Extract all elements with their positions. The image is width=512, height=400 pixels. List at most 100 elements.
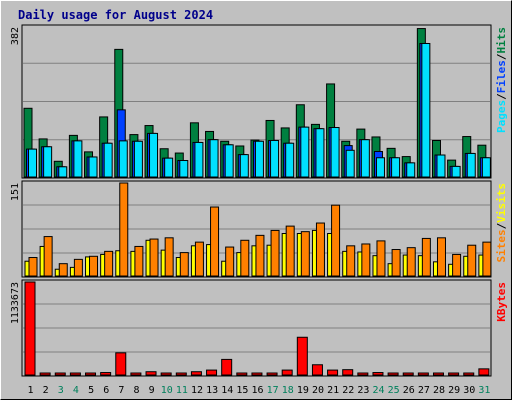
visits-panel-legend: Sites/Visits [495, 183, 508, 263]
pages-bar-day-7 [118, 140, 128, 178]
kbytes-bar-day-6 [100, 372, 112, 376]
kbytes-bar-day-17 [266, 372, 278, 376]
kbytes-bar-day-24 [372, 372, 384, 376]
sites-bar-day-20 [315, 222, 325, 277]
day-label-3: 3 [58, 385, 64, 396]
sites-bar-day-27 [421, 237, 431, 277]
kbytes-bar-day-29 [448, 372, 460, 376]
kbytes-bar-day-30 [463, 372, 475, 376]
sites-bar-day-15 [240, 239, 250, 277]
sites-bar-day-2 [43, 236, 53, 277]
day-label-29: 29 [448, 385, 460, 396]
kbytes-bar-day-5 [85, 372, 97, 376]
pages-bar-day-28 [436, 154, 446, 178]
day-label-12: 12 [191, 385, 203, 396]
pages-bar-day-16 [254, 140, 264, 178]
day-label-22: 22 [342, 385, 354, 396]
sites-bar-day-31 [482, 241, 492, 277]
kbytes-panel-legend: KBytes [495, 282, 508, 322]
sites-bar-day-16 [255, 234, 265, 277]
chart-title: Daily usage for August 2024 [18, 8, 214, 22]
day-label-4: 4 [73, 385, 79, 396]
day-label-21: 21 [327, 385, 339, 396]
visits-panel: 151 Sites/Visits [10, 180, 508, 278]
x-axis-labels: 1 2 3 4 5 6 7 8 9 10 11 12 13 14 15 16 17 18 19 20 21 22 23 24 2… [28, 385, 491, 396]
day-label-9: 9 [149, 385, 155, 396]
kbytes-bar-day-20 [311, 364, 323, 376]
sites-bar-day-6 [104, 250, 114, 277]
pages-bar-day-27 [421, 42, 431, 178]
legend-separator: / [495, 93, 508, 100]
sites-bar-day-3 [58, 263, 68, 277]
day-label-5: 5 [88, 385, 94, 396]
hits-panel-border [21, 24, 492, 179]
hits-panel-max-label: 382 [10, 27, 21, 45]
day-label-25: 25 [388, 385, 400, 396]
sites-bar-day-19 [300, 231, 310, 277]
sites-bar-day-17 [270, 229, 280, 277]
kbytes-bar-day-8 [130, 372, 142, 376]
pages-bar-day-21 [330, 127, 340, 178]
legend-separator: / [495, 222, 508, 229]
sites-bar-day-14 [225, 246, 235, 277]
sites-bar-day-22 [346, 245, 356, 277]
sites-bar-day-10 [164, 237, 174, 277]
day-label-10: 10 [161, 385, 173, 396]
day-label-28: 28 [433, 385, 445, 396]
pages-bar-day-23 [360, 139, 370, 178]
day-label-27: 27 [418, 385, 430, 396]
kbytes-bar-day-23 [357, 372, 369, 376]
kbytes-bar-day-2 [39, 372, 51, 376]
pages-bar-day-5 [88, 156, 98, 178]
sites-bar-day-24 [376, 240, 386, 277]
day-label-16: 16 [251, 385, 263, 396]
pages-bar-day-24 [375, 157, 385, 178]
kbytes-bar-day-1 [24, 281, 36, 376]
legend-files: Files [495, 60, 508, 93]
hits-panel-legend: Pages/Files/Hits [495, 27, 508, 133]
legend-hits: Hits [495, 27, 508, 54]
pages-bar-day-18 [285, 142, 295, 178]
legend-pages: Pages [495, 100, 508, 133]
legend-visits: Visits [495, 183, 508, 223]
day-label-15: 15 [236, 385, 248, 396]
kbytes-bar-day-19 [296, 336, 308, 376]
sites-bar-day-23 [361, 243, 371, 277]
day-label-18: 18 [282, 385, 294, 396]
day-label-26: 26 [403, 385, 415, 396]
day-label-31: 31 [478, 385, 490, 396]
kbytes-bar-day-27 [417, 372, 429, 376]
sites-bar-day-18 [285, 225, 295, 277]
sites-bar-day-30 [467, 244, 477, 277]
kbytes-bar-day-13 [206, 369, 218, 376]
legend-sites: Sites [495, 229, 508, 262]
pages-bar-day-13 [209, 139, 219, 178]
pages-bar-day-17 [270, 139, 280, 178]
kbytes-panel: 1133673 KBytes [10, 279, 508, 377]
pages-bar-day-30 [466, 152, 476, 178]
sites-bar-day-25 [391, 249, 401, 277]
pages-bar-day-10 [164, 157, 174, 178]
pages-bar-day-1 [28, 148, 37, 178]
kbytes-bar-day-15 [236, 372, 248, 376]
day-label-11: 11 [176, 385, 188, 396]
day-label-1: 1 [28, 385, 34, 396]
kbytes-bar-day-25 [387, 372, 399, 376]
day-label-19: 19 [297, 385, 309, 396]
kbytes-bar-day-28 [432, 372, 444, 376]
legend-kbytes: KBytes [495, 282, 508, 322]
kbytes-bar-day-16 [251, 372, 263, 376]
kbytes-bar-day-4 [69, 372, 81, 376]
sites-bar-day-28 [436, 237, 446, 277]
day-label-20: 20 [312, 385, 324, 396]
kbytes-bar-day-26 [402, 372, 414, 376]
sites-bar-day-1 [28, 257, 38, 277]
kbytes-bar-day-11 [175, 372, 187, 376]
day-label-30: 30 [463, 385, 475, 396]
visits-panel-max-label: 151 [10, 183, 21, 201]
kbytes-bar-day-3 [54, 372, 66, 376]
pages-bar-day-8 [133, 140, 143, 178]
pages-bar-day-15 [239, 154, 249, 178]
